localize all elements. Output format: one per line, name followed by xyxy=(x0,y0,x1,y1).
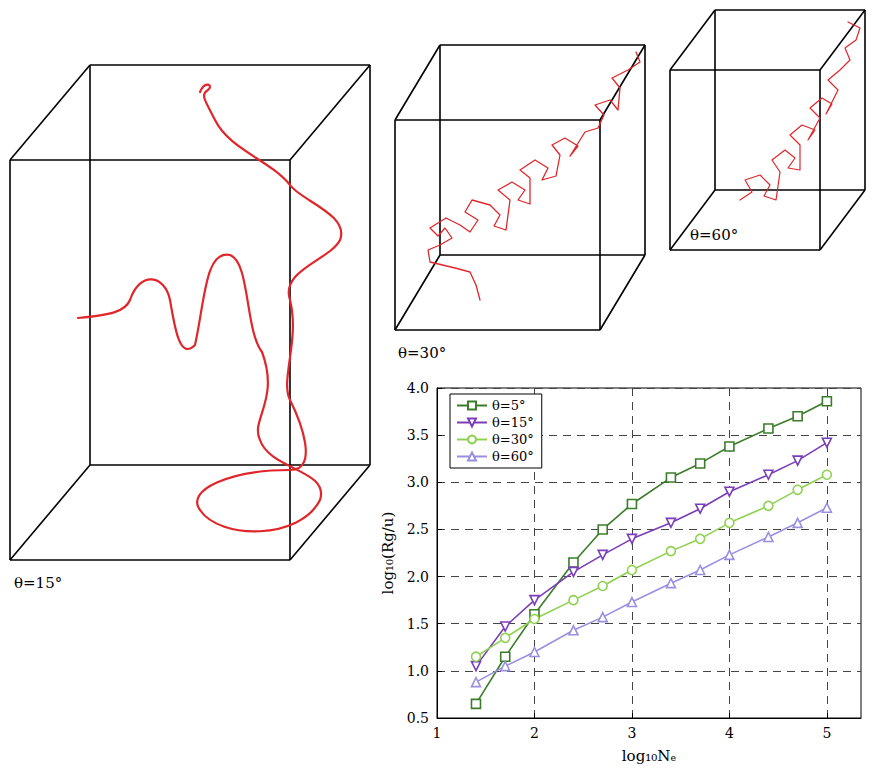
svg-text:θ=60°: θ=60° xyxy=(690,226,738,244)
svg-text:1.5: 1.5 xyxy=(407,616,429,632)
svg-text:3: 3 xyxy=(627,725,636,741)
svg-text:0.5: 0.5 xyxy=(407,710,429,726)
svg-text:2: 2 xyxy=(530,725,539,741)
svg-text:4: 4 xyxy=(725,725,734,741)
svg-text:log₁₀(Rg/u): log₁₀(Rg/u) xyxy=(379,512,397,595)
svg-text:θ=15°: θ=15° xyxy=(492,415,534,430)
svg-text:θ=30°: θ=30° xyxy=(492,432,534,447)
svg-text:5: 5 xyxy=(822,725,831,741)
svg-text:θ=30°: θ=30° xyxy=(398,344,446,362)
svg-text:θ=15°: θ=15° xyxy=(14,574,62,592)
svg-text:θ=5°: θ=5° xyxy=(492,398,526,413)
svg-text:3.5: 3.5 xyxy=(407,427,429,443)
svg-text:1: 1 xyxy=(433,725,442,741)
svg-text:θ=60°: θ=60° xyxy=(492,449,534,464)
svg-text:4.0: 4.0 xyxy=(407,380,429,396)
svg-text:2.0: 2.0 xyxy=(407,569,429,585)
svg-text:log₁₀Nₑ: log₁₀Nₑ xyxy=(622,747,677,765)
svg-text:1.0: 1.0 xyxy=(407,663,429,679)
svg-text:2.5: 2.5 xyxy=(407,521,429,537)
svg-text:3.0: 3.0 xyxy=(407,474,429,490)
